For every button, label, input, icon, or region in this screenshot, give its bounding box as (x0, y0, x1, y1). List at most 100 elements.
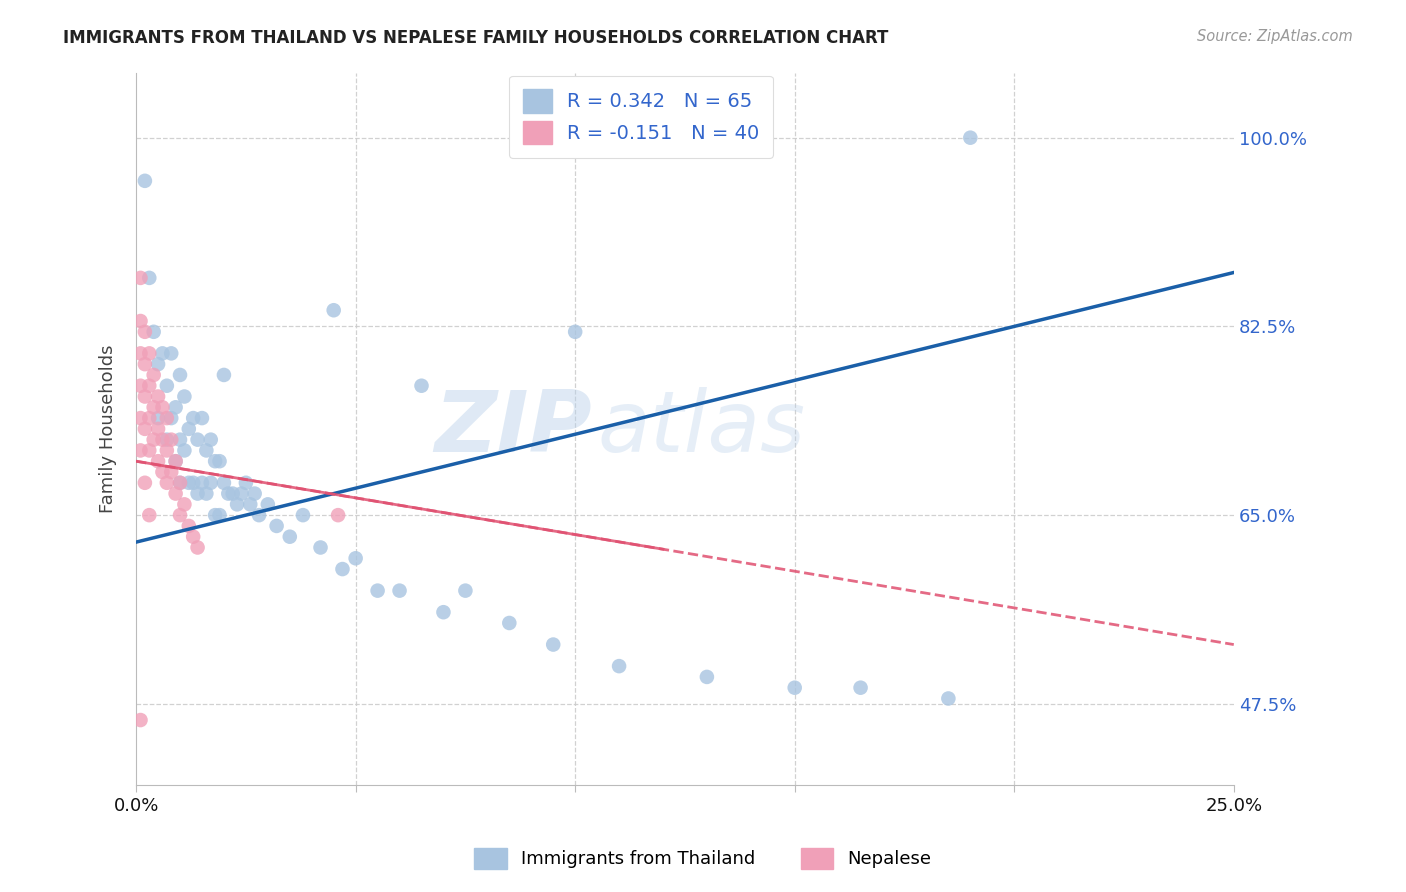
Point (177, 422, 200, 436)
Point (332, 562, 354, 576)
Point (146, 454, 169, 468)
Point (160, 433, 183, 447)
Point (138, 411, 160, 425)
Point (243, 486, 266, 500)
Point (177, 475, 200, 490)
Point (217, 486, 239, 500)
Y-axis label: Family Households: Family Households (100, 344, 117, 513)
Point (783, 681, 806, 695)
Point (169, 475, 191, 490)
Point (138, 443, 160, 458)
Point (200, 433, 222, 447)
Point (142, 325, 165, 339)
Point (208, 454, 231, 468)
Point (235, 475, 257, 490)
Point (134, 174, 156, 188)
Point (152, 346, 174, 360)
Point (231, 486, 253, 500)
Text: atlas: atlas (598, 387, 806, 470)
Point (326, 508, 349, 523)
Point (146, 390, 169, 404)
Point (134, 357, 156, 371)
Point (160, 411, 183, 425)
Point (156, 411, 179, 425)
Point (152, 465, 174, 479)
Point (138, 378, 160, 392)
Point (181, 411, 204, 425)
Point (134, 475, 156, 490)
Point (129, 314, 152, 328)
Point (129, 271, 152, 285)
Point (291, 508, 314, 523)
Point (146, 411, 169, 425)
Point (156, 433, 179, 447)
Point (129, 346, 152, 360)
Point (432, 605, 454, 619)
Point (322, 303, 344, 318)
Point (187, 541, 209, 555)
Point (181, 530, 204, 544)
Point (129, 713, 152, 727)
Point (169, 368, 191, 382)
Point (200, 475, 222, 490)
Point (142, 401, 165, 415)
Point (212, 368, 235, 382)
Point (156, 475, 179, 490)
Point (138, 346, 160, 360)
Point (142, 433, 165, 447)
Point (169, 433, 191, 447)
Point (388, 583, 411, 598)
Point (146, 357, 169, 371)
Point (849, 681, 872, 695)
Point (195, 443, 218, 458)
Point (187, 433, 209, 447)
Point (173, 443, 195, 458)
Point (138, 508, 160, 523)
Point (160, 346, 183, 360)
Point (165, 486, 187, 500)
Point (177, 519, 200, 533)
Point (367, 583, 389, 598)
Text: IMMIGRANTS FROM THAILAND VS NEPALESE FAMILY HOUSEHOLDS CORRELATION CHART: IMMIGRANTS FROM THAILAND VS NEPALESE FAM… (63, 29, 889, 46)
Point (165, 401, 187, 415)
Point (129, 378, 152, 392)
Point (607, 659, 630, 673)
Point (454, 583, 477, 598)
Point (204, 454, 226, 468)
Text: Source: ZipAtlas.com: Source: ZipAtlas.com (1197, 29, 1353, 44)
Point (146, 422, 169, 436)
Point (204, 508, 226, 523)
Point (152, 433, 174, 447)
Point (142, 368, 165, 382)
Point (696, 670, 718, 684)
Point (266, 519, 288, 533)
Legend: Immigrants from Thailand, Nepalese: Immigrants from Thailand, Nepalese (467, 840, 939, 876)
Point (134, 422, 156, 436)
Point (256, 497, 278, 511)
Point (129, 443, 152, 458)
Point (222, 486, 245, 500)
Point (173, 390, 195, 404)
Text: ZIP: ZIP (434, 387, 592, 470)
Point (564, 325, 586, 339)
Point (541, 638, 564, 652)
Point (959, 130, 981, 145)
Point (411, 378, 433, 392)
Point (129, 411, 152, 425)
Point (309, 541, 332, 555)
Point (134, 390, 156, 404)
Point (165, 454, 187, 468)
Point (226, 497, 249, 511)
Point (156, 378, 179, 392)
Point (938, 691, 960, 706)
Point (212, 475, 235, 490)
Point (169, 508, 191, 523)
Point (247, 508, 270, 523)
Point (169, 475, 191, 490)
Point (191, 475, 214, 490)
Point (195, 486, 218, 500)
Point (344, 551, 367, 566)
Point (134, 325, 156, 339)
Point (191, 411, 214, 425)
Point (498, 615, 520, 630)
